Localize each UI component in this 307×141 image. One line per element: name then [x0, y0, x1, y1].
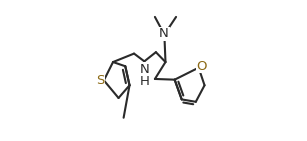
Text: S: S	[96, 74, 104, 87]
Text: N
H: N H	[139, 63, 149, 88]
Text: O: O	[196, 60, 207, 73]
Text: N: N	[159, 27, 169, 40]
